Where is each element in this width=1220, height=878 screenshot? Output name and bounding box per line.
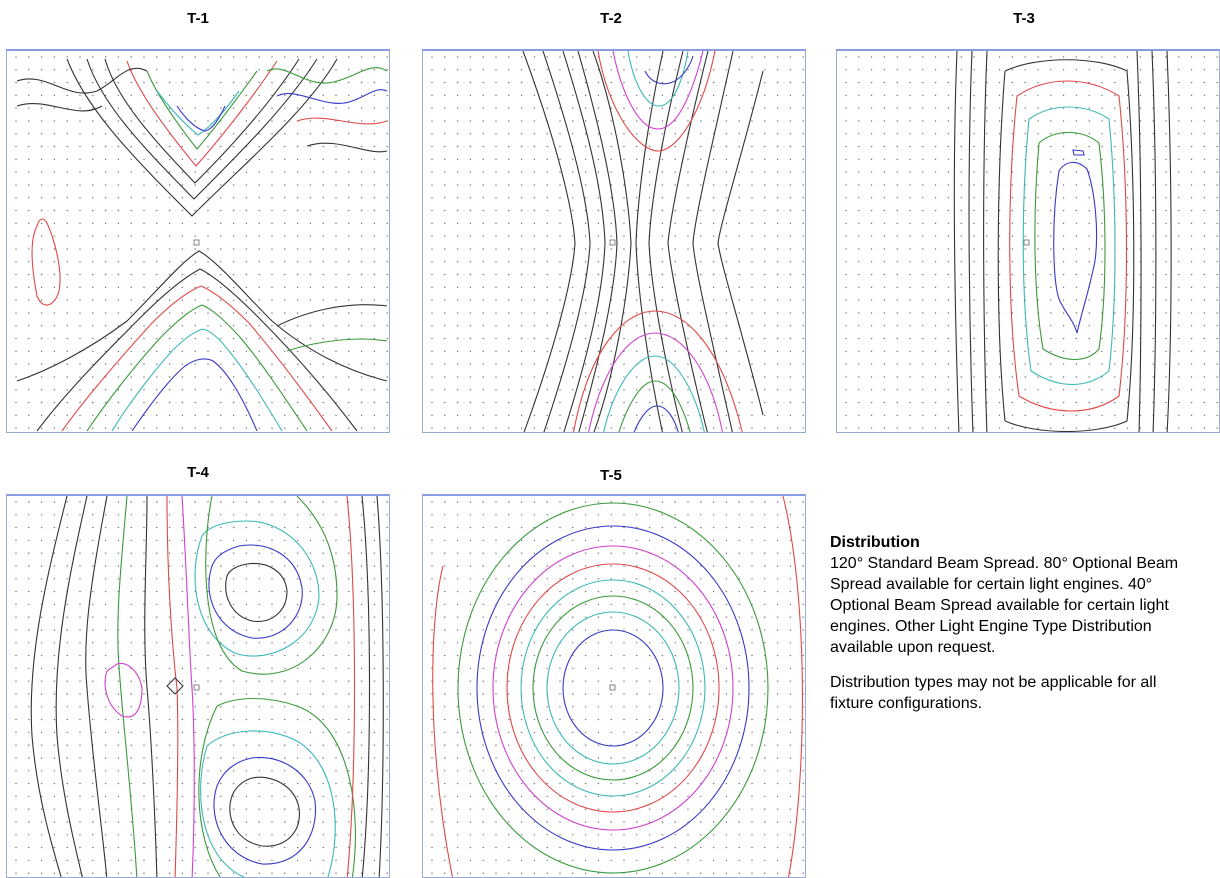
- plot-title-t2: T-2: [600, 10, 622, 27]
- contour-chart-t3: [845, 51, 1218, 432]
- contour-lines: [953, 51, 1172, 432]
- contour-lines: [30, 496, 384, 877]
- point-grid: [431, 501, 804, 874]
- contour-chart-t2: [431, 51, 804, 432]
- isofootcandle-plot-t3: [836, 49, 1220, 433]
- isofootcandle-plot-t4: [6, 494, 390, 878]
- plot-title-t3: T-3: [1013, 10, 1035, 27]
- contour-lines: [432, 496, 803, 877]
- isofootcandle-plot-t1: [6, 49, 390, 433]
- contour-lines: [522, 51, 764, 432]
- contour-chart-t5: [431, 496, 804, 877]
- contour-lines: [16, 58, 388, 432]
- plot-title-t4: T-4: [187, 464, 209, 481]
- distribution-paragraph-1: 120° Standard Beam Spread. 80° Optional …: [830, 555, 1179, 656]
- plot-title-t1: T-1: [187, 10, 209, 27]
- contour-chart-t1: [15, 56, 388, 432]
- distribution-info: Distribution 120° Standard Beam Spread. …: [830, 532, 1200, 728]
- isofootcandle-plot-t5: [422, 494, 806, 878]
- point-grid: [845, 56, 1218, 429]
- contour-chart-t4: [15, 496, 388, 877]
- distribution-heading: Distribution: [830, 534, 920, 551]
- isofootcandle-plot-t2: [422, 49, 806, 433]
- plot-title-t5: T-5: [600, 467, 622, 484]
- point-grid: [15, 56, 388, 429]
- distribution-paragraph-2: Distribution types may not be applicable…: [830, 674, 1157, 712]
- point-grid: [15, 501, 388, 874]
- point-grid: [431, 56, 804, 429]
